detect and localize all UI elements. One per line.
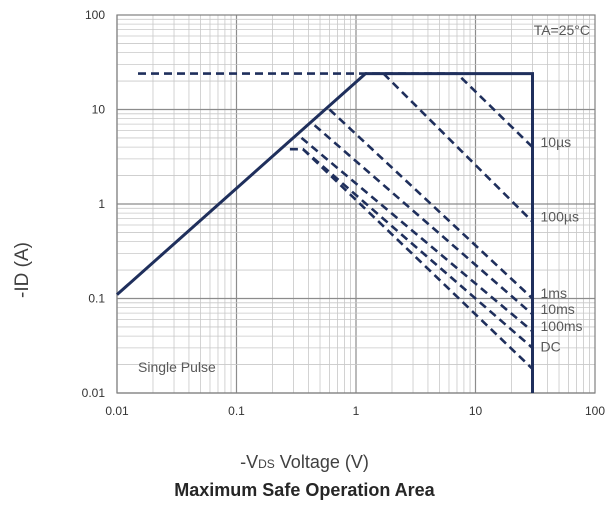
chart-series <box>116 72 534 393</box>
safe-operation-area-chart: 0.01 0.1 1 10 100 0.01 0.1 1 10 100 10µs 100µs 1ms… <box>12 8 605 418</box>
x-tick-label: 10 <box>469 404 483 418</box>
series-line-DC <box>289 147 534 349</box>
y-tick-label: 100 <box>85 8 105 22</box>
series-line-10ms <box>313 124 534 316</box>
chart-grid <box>116 15 595 394</box>
x-tick-label: 0.1 <box>228 404 245 418</box>
series-label: 1ms <box>541 285 567 301</box>
series-line-10s <box>138 72 534 149</box>
y-axis-label: -ID (A) <box>12 242 33 298</box>
single-pulse-annotation: Single Pulse <box>138 359 216 375</box>
series-line-dc-tail <box>302 148 534 370</box>
y-tick-label: 10 <box>92 103 106 117</box>
temperature-annotation: TA=25°C <box>534 22 590 38</box>
x-axis-label-prefix: -V <box>240 452 259 472</box>
x-axis-label-subscript: DS <box>258 457 275 471</box>
x-axis-tick-labels: 0.01 0.1 1 10 100 <box>105 404 605 418</box>
series-label: 100ms <box>541 318 583 334</box>
x-tick-label: 100 <box>585 404 605 418</box>
y-tick-label: 0.1 <box>88 292 105 306</box>
x-tick-label: 0.01 <box>105 404 129 418</box>
y-tick-label: 0.01 <box>82 386 106 400</box>
series-label: 10µs <box>541 134 572 150</box>
soa-boundary-line <box>116 72 534 393</box>
series-label: 100µs <box>541 208 579 224</box>
x-tick-label: 1 <box>353 404 360 418</box>
series-line-1ms <box>328 108 534 300</box>
plot-frame <box>116 14 596 394</box>
series-label: DC <box>541 339 561 355</box>
y-tick-label: 1 <box>98 197 105 211</box>
chart-title: Maximum Safe Operation Area <box>174 480 435 500</box>
y-axis-tick-labels: 0.01 0.1 1 10 100 <box>82 8 106 400</box>
series-line-100s <box>382 72 534 223</box>
x-axis-label: -VDS Voltage (V) <box>0 452 609 473</box>
x-axis-label-suffix: Voltage (V) <box>274 452 369 472</box>
series-label: 10ms <box>541 301 575 317</box>
series-line-100ms <box>300 136 534 333</box>
